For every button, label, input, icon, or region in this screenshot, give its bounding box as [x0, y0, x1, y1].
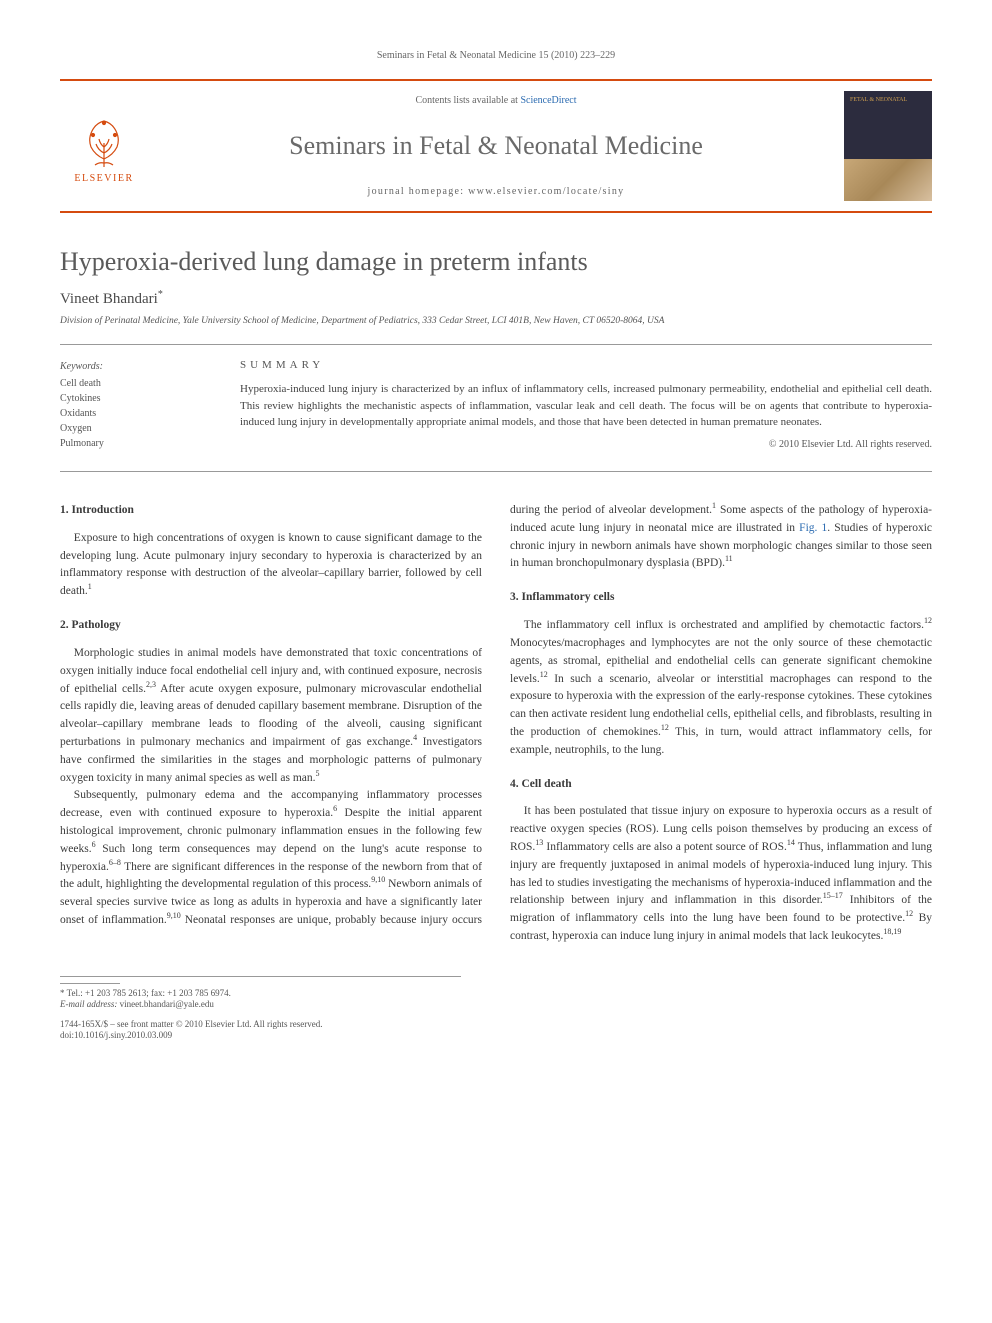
citation[interactable]: 9,10: [167, 911, 181, 920]
elsevier-tree-icon: [77, 109, 131, 169]
footnote-rule: [60, 983, 120, 984]
keyword-item: Oxygen: [60, 421, 210, 436]
doi-line: doi:10.1016/j.siny.2010.03.009: [60, 1030, 461, 1040]
keyword-item: Oxidants: [60, 406, 210, 421]
author-affiliation: Division of Perinatal Medicine, Yale Uni…: [60, 316, 932, 326]
citation[interactable]: 9,10: [371, 876, 385, 885]
contents-available-line: Contents lists available at ScienceDirec…: [162, 95, 830, 106]
journal-cover-thumbnail: FETAL & NEONATAL: [844, 91, 932, 201]
body-paragraph: Morphologic studies in animal models hav…: [60, 645, 482, 788]
keyword-item: Cell death: [60, 376, 210, 391]
citation[interactable]: 12: [661, 723, 669, 732]
body-paragraph: It has been postulated that tissue injur…: [510, 803, 932, 946]
figure-link[interactable]: Fig. 1: [799, 522, 827, 534]
body-paragraph: The inflammatory cell influx is orchestr…: [510, 617, 932, 760]
citation[interactable]: 2,3: [146, 680, 156, 689]
email-line: E-mail address: vineet.bhandari@yale.edu: [60, 999, 461, 1009]
journal-homepage-line: journal homepage: www.elsevier.com/locat…: [162, 186, 830, 197]
page-footer: * Tel.: +1 203 785 2613; fax: +1 203 785…: [60, 976, 461, 1040]
author-name: Vineet Bhandari*: [60, 291, 932, 308]
citation[interactable]: 14: [787, 838, 795, 847]
summary-text: Hyperoxia-induced lung injury is charact…: [240, 381, 932, 431]
keyword-item: Pulmonary: [60, 436, 210, 451]
section-heading-intro: 1. Introduction: [60, 502, 482, 520]
article-body: 1. Introduction Exposure to high concent…: [60, 502, 932, 946]
corresponding-contact: * Tel.: +1 203 785 2613; fax: +1 203 785…: [60, 988, 461, 998]
homepage-prefix: journal homepage:: [368, 186, 469, 197]
section-heading-inflammatory: 3. Inflammatory cells: [510, 589, 932, 607]
cover-image-strip: [844, 159, 932, 201]
journal-title: Seminars in Fetal & Neonatal Medicine: [162, 131, 830, 161]
sciencedirect-link[interactable]: ScienceDirect: [520, 95, 576, 106]
citation[interactable]: 1: [88, 582, 92, 591]
abstract-block: Keywords: Cell death Cytokines Oxidants …: [60, 344, 932, 472]
running-head: Seminars in Fetal & Neonatal Medicine 15…: [60, 50, 932, 61]
author-email[interactable]: vineet.bhandari@yale.edu: [120, 999, 214, 1009]
journal-masthead: ELSEVIER Contents lists available at Sci…: [60, 79, 932, 213]
summary-copyright: © 2010 Elsevier Ltd. All rights reserved…: [240, 439, 932, 450]
citation[interactable]: 11: [725, 555, 733, 564]
citation[interactable]: 15–17: [823, 892, 843, 901]
author-text: Vineet Bhandari: [60, 291, 158, 307]
publisher-name: ELSEVIER: [74, 173, 133, 184]
summary-column: summary Hyperoxia-induced lung injury is…: [240, 359, 932, 451]
section-heading-pathology: 2. Pathology: [60, 617, 482, 635]
citation[interactable]: 5: [316, 769, 320, 778]
citation[interactable]: 18,19: [883, 927, 901, 936]
section-heading-celldeath: 4. Cell death: [510, 776, 932, 794]
corresponding-marker: *: [158, 289, 163, 300]
keyword-item: Cytokines: [60, 391, 210, 406]
keywords-column: Keywords: Cell death Cytokines Oxidants …: [60, 359, 210, 451]
cover-text: FETAL & NEONATAL: [850, 97, 926, 104]
issn-line: 1744-165X/$ – see front matter © 2010 El…: [60, 1019, 461, 1029]
citation[interactable]: 12: [540, 670, 548, 679]
article-title: Hyperoxia-derived lung damage in preterm…: [60, 247, 932, 277]
keywords-heading: Keywords:: [60, 359, 210, 374]
homepage-url[interactable]: www.elsevier.com/locate/siny: [468, 186, 624, 197]
summary-heading: summary: [240, 359, 932, 371]
citation[interactable]: 12: [924, 616, 932, 625]
citation[interactable]: 6–8: [109, 858, 121, 867]
contents-prefix: Contents lists available at: [415, 95, 520, 106]
publisher-logo: ELSEVIER: [60, 91, 148, 201]
citation[interactable]: 12: [905, 909, 913, 918]
body-paragraph: Exposure to high concentrations of oxyge…: [60, 530, 482, 601]
